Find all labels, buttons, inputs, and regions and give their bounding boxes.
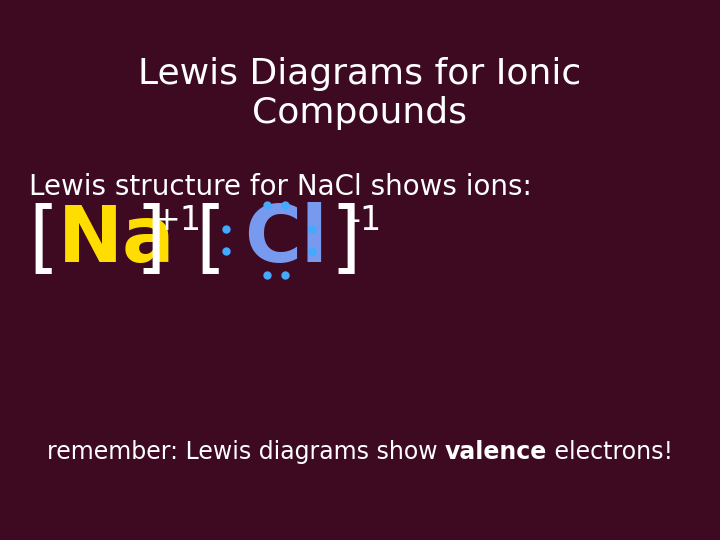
Text: ]: ] xyxy=(330,202,360,278)
Text: ]: ] xyxy=(135,202,166,278)
Text: +1: +1 xyxy=(153,204,202,237)
Text: [: [ xyxy=(195,202,225,278)
Text: Na: Na xyxy=(58,202,176,278)
Text: -1: -1 xyxy=(348,204,382,237)
Text: remember: Lewis diagrams show: remember: Lewis diagrams show xyxy=(47,440,445,464)
Text: valence: valence xyxy=(445,440,547,464)
Text: Lewis Diagrams for Ionic
Compounds: Lewis Diagrams for Ionic Compounds xyxy=(138,57,582,130)
Text: Lewis structure for NaCl shows ions:: Lewis structure for NaCl shows ions: xyxy=(29,173,531,201)
Text: [: [ xyxy=(28,202,58,278)
Text: Cl: Cl xyxy=(244,202,328,278)
Text: electrons!: electrons! xyxy=(547,440,673,464)
